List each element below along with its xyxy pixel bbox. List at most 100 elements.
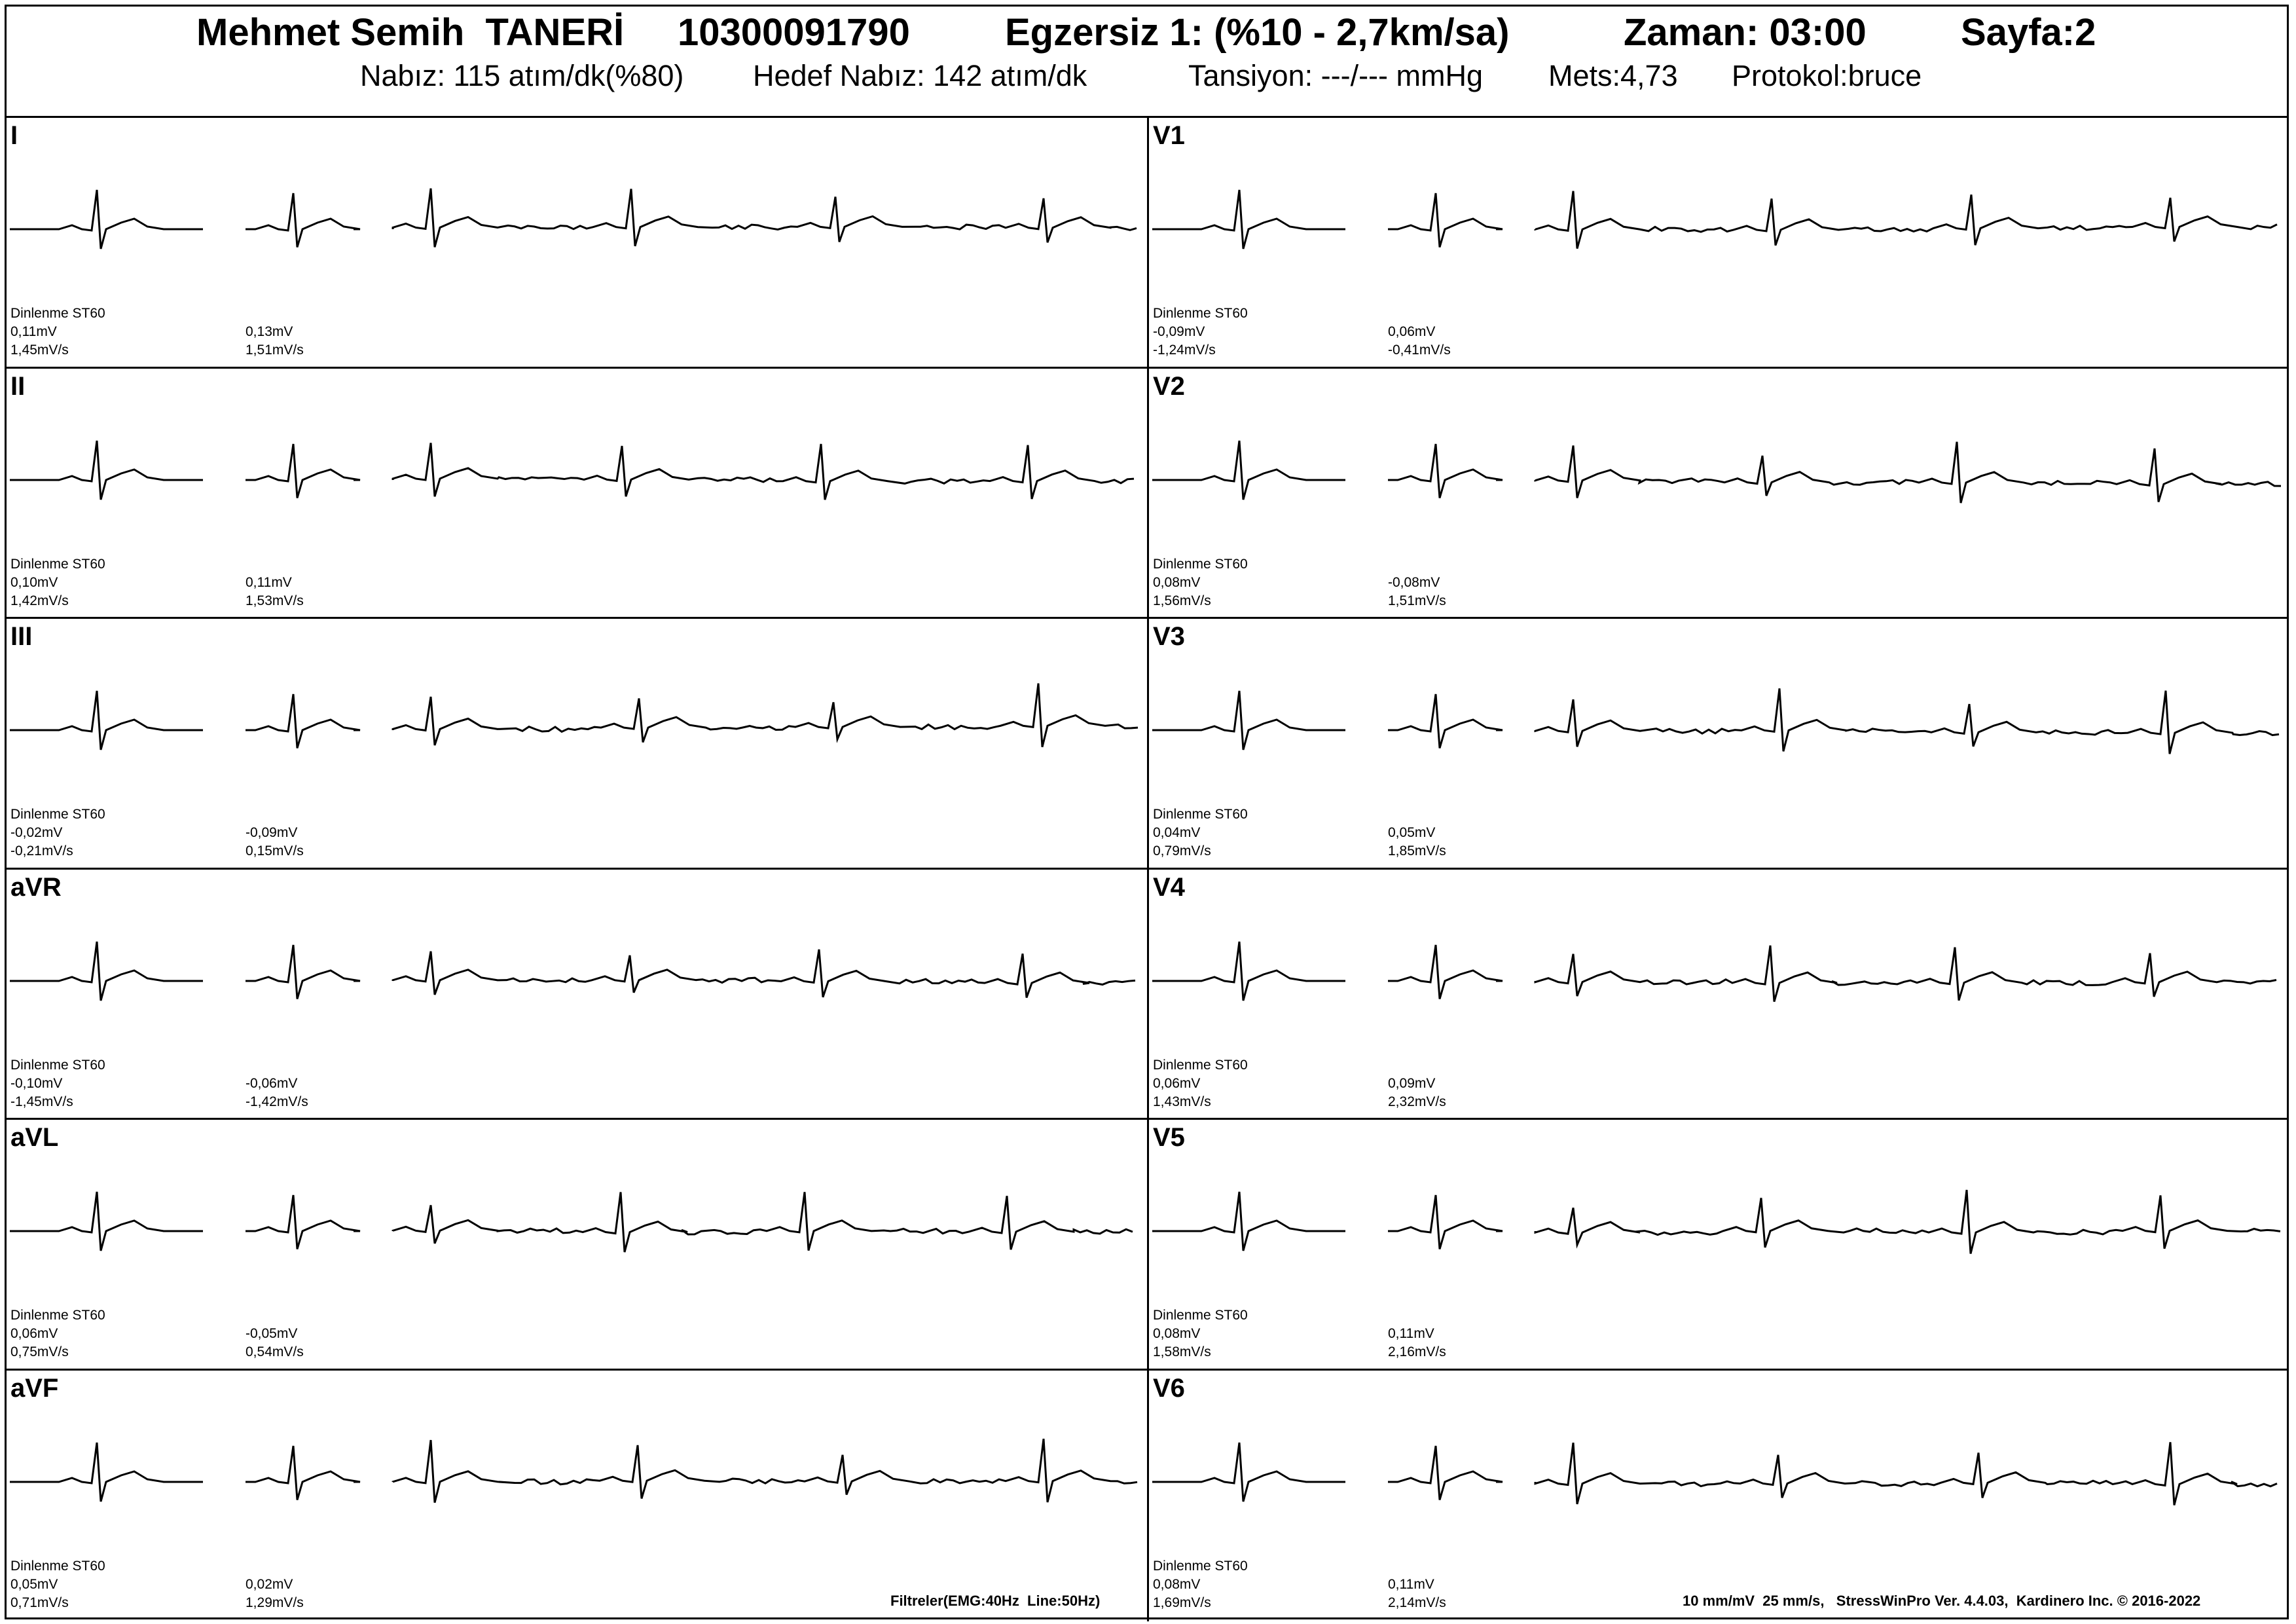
lead-name: V6	[1153, 1374, 1185, 1403]
lead-name: V4	[1153, 873, 1185, 902]
current-st-slope: 1,51mV/s	[1388, 593, 1446, 608]
rest-st-slope: 0,75mV/s	[10, 1344, 69, 1359]
column-divider	[1147, 118, 1149, 1621]
current-st-value: 0,06mV	[1388, 324, 1436, 339]
current-beat	[1388, 693, 1503, 748]
rest-st-slope: -0,21mV/s	[10, 843, 73, 858]
current-st-value: -0,09mV	[246, 825, 298, 840]
current-st-slope: 1,85mV/s	[1388, 843, 1446, 858]
rhythm-strip	[392, 188, 1137, 248]
lead-panel-v5: V5 Dinlenme ST60 0,08mV 1,58mV/s 0,11mV 2,16m…	[1149, 1120, 2291, 1369]
rhythm-strip	[392, 1438, 1138, 1504]
ecg-waveform	[10, 440, 1135, 500]
lead-name: aVR	[10, 873, 62, 902]
rest-st-value: 0,08mV	[1153, 1326, 1201, 1341]
current-st-slope: 2,14mV/s	[1388, 1595, 1446, 1610]
rest-st-value: 0,11mV	[10, 324, 57, 339]
rest-st-slope: 1,69mV/s	[1153, 1595, 1211, 1610]
lead-panel-ii: II Dinlenme ST60 0,10mV 1,42mV/s 0,11mV 1,53m…	[7, 369, 1148, 618]
current-st-value: -0,05mV	[246, 1326, 298, 1341]
lead-name: V5	[1153, 1123, 1185, 1152]
lead-panel-iii: III Dinlenme ST60 -0,02mV -0,21mV/s -0,09mV 0…	[7, 619, 1148, 868]
current-st-value: -0,06mV	[246, 1076, 298, 1091]
rest-st-title: Dinlenme ST60	[1153, 1058, 1248, 1073]
current-beat	[246, 944, 361, 999]
rest-st-title: Dinlenme ST60	[10, 306, 105, 321]
report-header: Mehmet Semih TANERİ 10300091790 Egzersiz…	[7, 7, 2287, 118]
current-st-value: -0,08mV	[1388, 575, 1440, 590]
rest-st-slope: -1,24mV/s	[1153, 342, 1216, 358]
target-heart-rate: Hedef Nabız: 142 atım/dk	[753, 59, 1087, 92]
rest-st-title: Dinlenme ST60	[10, 557, 105, 572]
lead-panel-avf: aVF Dinlenme ST60 0,05mV 0,71mV/s 0,02mV 1,29…	[7, 1371, 1148, 1619]
current-beat	[246, 693, 361, 748]
rest-st-slope: 1,56mV/s	[1153, 593, 1211, 608]
lead-name: V1	[1153, 121, 1185, 150]
row-divider	[7, 367, 2287, 369]
rest-st-value: -0,09mV	[1153, 324, 1205, 339]
current-st-slope: 2,16mV/s	[1388, 1344, 1446, 1359]
rest-beat	[10, 1442, 203, 1502]
rest-st-title: Dinlenme ST60	[1153, 1308, 1248, 1323]
current-st-slope: 1,51mV/s	[246, 342, 304, 358]
rhythm-strip	[1534, 191, 2278, 249]
current-st-value: 0,02mV	[246, 1577, 293, 1592]
ecg-waveform	[1152, 1189, 2281, 1254]
protocol-name: Protokol:bruce	[1732, 59, 1922, 92]
current-st-slope: 1,29mV/s	[246, 1595, 304, 1610]
row-divider	[7, 617, 2287, 619]
patient-name: Mehmet Semih TANERİ	[196, 11, 625, 54]
page-number: Sayfa:2	[1961, 11, 2096, 54]
lead-panel-v4: V4 Dinlenme ST60 0,06mV 1,43mV/s 0,09mV 2,32m…	[1149, 870, 2291, 1118]
rest-beat	[1152, 440, 1345, 500]
lead-name: aVF	[10, 1374, 59, 1403]
rest-st-slope: 0,71mV/s	[10, 1595, 69, 1610]
lead-panel-avl: aVL Dinlenme ST60 0,06mV 0,75mV/s -0,05mV 0,5…	[7, 1120, 1148, 1369]
lead-panel-v1: V1 Dinlenme ST60 -0,09mV -1,24mV/s 0,06mV -0,…	[1149, 118, 2291, 367]
report-frame: Mehmet Semih TANERİ 10300091790 Egzersiz…	[5, 5, 2291, 1621]
lead-name: III	[10, 622, 33, 651]
current-beat	[1388, 944, 1503, 999]
current-beat	[1388, 1445, 1503, 1500]
rhythm-strip	[1534, 1189, 2281, 1254]
rhythm-strip	[392, 949, 1136, 999]
rest-st-title: Dinlenme ST60	[10, 807, 105, 822]
rest-beat	[10, 690, 203, 750]
current-beat	[246, 193, 361, 248]
lead-panel-i: I Dinlenme ST60 0,11mV 1,45mV/s 0,13mV 1,51mV…	[7, 118, 1148, 367]
rest-beat	[1152, 690, 1345, 750]
current-st-value: 0,09mV	[1388, 1076, 1436, 1091]
rest-st-value: 0,06mV	[1153, 1076, 1201, 1091]
rest-beat	[10, 1191, 203, 1251]
current-st-value: 0,13mV	[246, 324, 293, 339]
rest-st-title: Dinlenme ST60	[10, 1308, 105, 1323]
header-divider	[7, 116, 2287, 118]
rest-beat	[1152, 189, 1345, 249]
ecg-waveform	[1152, 688, 2280, 754]
current-beat	[246, 1445, 361, 1500]
rest-beat	[1152, 941, 1345, 1001]
ecg-waveform	[1152, 440, 2282, 504]
lead-name: II	[10, 372, 26, 401]
rhythm-strip	[1534, 688, 2280, 754]
current-st-slope: 0,15mV/s	[246, 843, 304, 858]
ecg-waveform	[10, 941, 1136, 1001]
rest-st-title: Dinlenme ST60	[1153, 807, 1248, 822]
rest-st-slope: 0,79mV/s	[1153, 843, 1211, 858]
rhythm-strip	[1534, 945, 2277, 1003]
rest-beat	[1152, 1191, 1345, 1251]
current-beat	[246, 1194, 361, 1249]
current-st-value: 0,05mV	[1388, 825, 1436, 840]
scale-info: 10 mm/mV 25 mm/s, StressWinPro Ver. 4.4.…	[1683, 1593, 2201, 1609]
rest-st-slope: 1,45mV/s	[10, 342, 69, 358]
rest-st-value: 0,05mV	[10, 1577, 58, 1592]
ecg-waveform	[10, 1191, 1133, 1253]
rest-st-title: Dinlenme ST60	[1153, 557, 1248, 572]
current-beat	[246, 443, 361, 498]
lead-panel-v2: V2 Dinlenme ST60 0,08mV 1,56mV/s -0,08mV 1,51…	[1149, 369, 2291, 618]
lead-name: I	[10, 121, 18, 150]
lead-panel-v3: V3 Dinlenme ST60 0,04mV 0,79mV/s 0,05mV 1,85m…	[1149, 619, 2291, 868]
ecg-waveform	[10, 1438, 1138, 1504]
current-beat	[1388, 443, 1503, 498]
rest-st-slope: 1,43mV/s	[1153, 1094, 1211, 1109]
